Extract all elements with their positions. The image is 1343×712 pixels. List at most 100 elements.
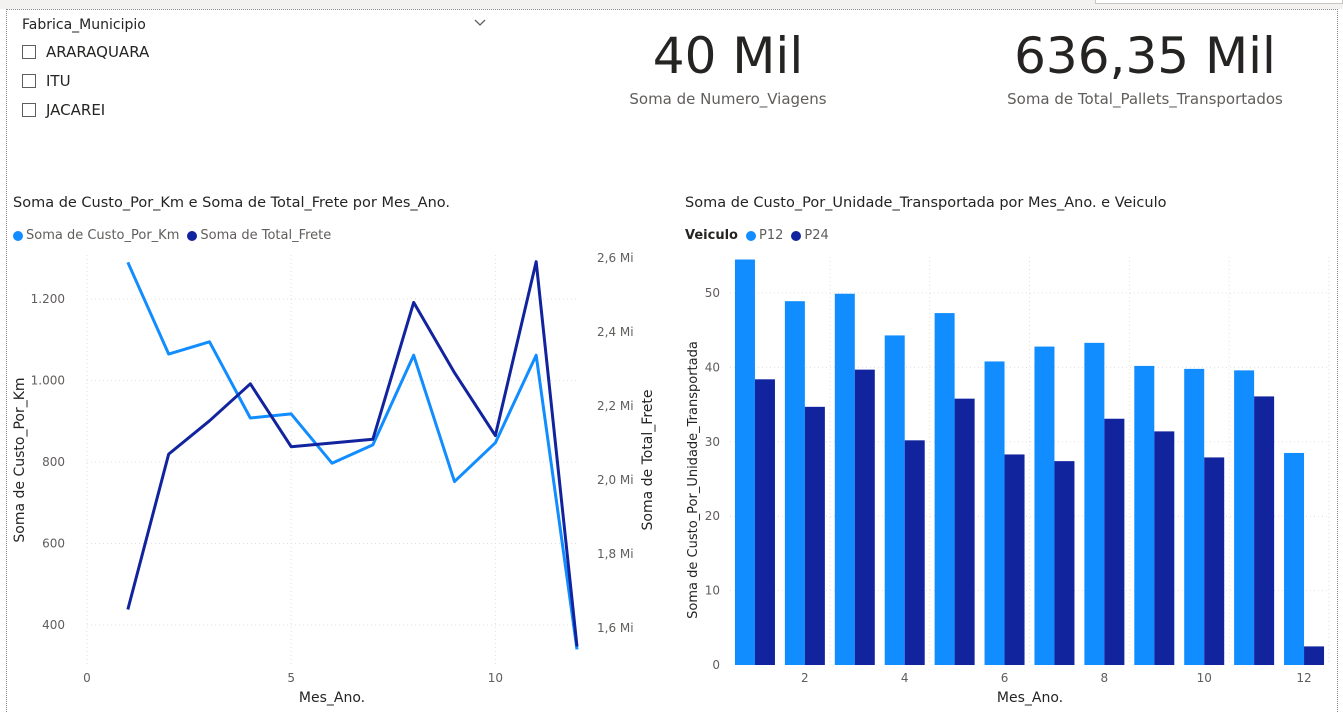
bar-p12 [784,301,805,665]
bar-p24 [1104,418,1125,665]
fabrica-municipio-slicer: Fabrica_Municipio ARARAQUARA ITU JACAREI [22,14,492,124]
legend-label: Soma de Custo_Por_Km [26,228,180,243]
slicer-item-label: ITU [46,72,71,90]
bar-p24 [1154,431,1175,665]
x-tick-label: 8 [1101,671,1109,685]
x-tick-label: 6 [1001,671,1009,685]
legend-marker [187,230,198,241]
legend-item-total-frete[interactable]: Soma de Total_Frete [187,228,331,243]
y-tick-label: 50 [705,286,720,300]
line-chart-title: Soma de Custo_Por_Km e Soma de Total_Fre… [13,195,451,211]
x-tick-label: 10 [488,671,503,685]
legend-title: Veiculo [685,228,738,243]
card-total-pallets[interactable]: 636,35 Mil Soma de Total_Pallets_Transpo… [990,28,1300,108]
y-left-axis-title: Soma de Custo_Por_Km [12,377,28,542]
card-value: 40 Mil [652,27,804,85]
legend-item-p12[interactable]: P12 [745,228,784,243]
checkbox[interactable] [22,45,36,59]
bar-p12 [834,293,855,665]
card-label: Soma de Numero_Viagens [629,90,827,108]
bar-p12 [934,313,955,665]
y-tick-label: 30 [705,435,720,449]
y-left-tick-label: 1.200 [31,292,65,306]
y-right-tick-label: 2,0 Mi [597,473,634,487]
y-tick-label: 10 [705,584,720,598]
checkbox[interactable] [22,103,36,117]
chevron-down-icon[interactable] [472,14,488,30]
bar-p24 [1304,646,1325,665]
bar-chart-grid [730,257,1330,665]
bar-p12 [1234,370,1255,665]
y-axis-title: Soma de Custo_Por_Unidade_Transportada [686,341,701,619]
bar-p24 [954,398,975,665]
line-chart[interactable]: 400 600 800 1.000 1.200 1,6 Mi 1,8 Mi 2,0 Mi 2,2… [0,245,665,710]
legend-label: P24 [804,228,829,243]
bar-p12 [1184,368,1205,665]
y-right-tick-label: 1,6 Mi [597,621,634,635]
y-tick-label: 40 [705,360,720,374]
card-value: 636,35 Mil [1014,27,1276,85]
y-right-tick-label: 2,6 Mi [597,251,634,265]
bar-p12 [1134,365,1155,665]
bar-chart-bars [734,259,1325,665]
card-numero-viagens[interactable]: 40 Mil Soma de Numero_Viagens [600,28,856,108]
bar-p12 [1084,342,1105,665]
line-chart-series [126,260,579,650]
legend-item-custo-por-km[interactable]: Soma de Custo_Por_Km [13,228,179,243]
y-left-tick-label: 600 [42,537,65,551]
bar-p24 [804,406,825,665]
x-axis-title: Mes_Ano. [997,690,1063,706]
series-line-total-frete [126,260,579,647]
bar-chart-legend: Veiculo P12 P24 [685,228,837,243]
top-bar-box [1095,0,1343,4]
y-right-tick-label: 2,4 Mi [597,325,634,339]
bar-p24 [1204,457,1225,665]
bar-p24 [854,369,875,665]
bar-chart-axes: 0 10 20 30 40 50 2 4 6 8 10 12 Mes_Ano. Soma de Custo… [686,286,1312,706]
legend-item-p24[interactable]: P24 [791,228,829,243]
bar-p24 [1004,454,1025,665]
legend-marker [13,230,23,241]
slicer-item-itu[interactable]: ITU [22,71,71,91]
top-bar [0,0,1343,9]
bar-chart-title: Soma de Custo_Por_Unidade_Transportada p… [685,195,1167,211]
y-left-tick-label: 400 [42,618,65,632]
slicer-title: Fabrica_Municipio [22,17,146,33]
bar-p24 [754,379,775,665]
report-canvas [6,9,1338,712]
legend-label: P12 [758,228,784,243]
y-tick-label: 20 [705,509,720,523]
bar-p12 [1034,346,1055,665]
x-tick-label: 12 [1296,671,1311,685]
x-axis-title: Mes_Ano. [299,690,365,706]
slicer-item-label: JACAREI [46,101,106,119]
bar-p24 [904,440,925,665]
bar-p12 [884,335,905,665]
x-tick-label: 10 [1197,671,1212,685]
bar-p12 [1284,452,1305,665]
legend-label: Soma de Total_Frete [200,228,332,243]
line-chart-axes: 400 600 800 1.000 1.200 1,6 Mi 1,8 Mi 2,0 Mi 2,2… [12,251,656,706]
slicer-item-label: ARARAQUARA [46,43,150,61]
y-left-tick-label: 800 [42,455,65,469]
legend-marker [745,230,756,241]
x-tick-label: 0 [83,671,91,685]
x-tick-label: 5 [287,671,295,685]
y-tick-label: 0 [712,658,720,672]
legend-marker [791,230,802,241]
x-tick-label: 4 [901,671,909,685]
checkbox[interactable] [22,74,36,88]
y-right-axis-title: Soma de Total_Frete [640,390,656,531]
card-label: Soma de Total_Pallets_Transportados [1007,90,1283,108]
slicer-item-jacarei[interactable]: JACAREI [22,100,105,120]
x-tick-label: 2 [801,671,809,685]
line-chart-legend: Soma de Custo_Por_Km Soma de Total_Frete [13,228,339,243]
y-left-tick-label: 1.000 [31,374,65,388]
line-chart-grid [86,255,577,665]
bar-chart[interactable]: 0 10 20 30 40 50 2 4 6 8 10 12 Mes_Ano. Soma de Custo… [665,245,1343,710]
bar-p12 [984,361,1005,665]
bar-p12 [734,259,755,665]
y-right-tick-label: 2,2 Mi [597,399,634,413]
slicer-item-araraquara[interactable]: ARARAQUARA [22,42,149,62]
bar-p24 [1254,396,1275,665]
